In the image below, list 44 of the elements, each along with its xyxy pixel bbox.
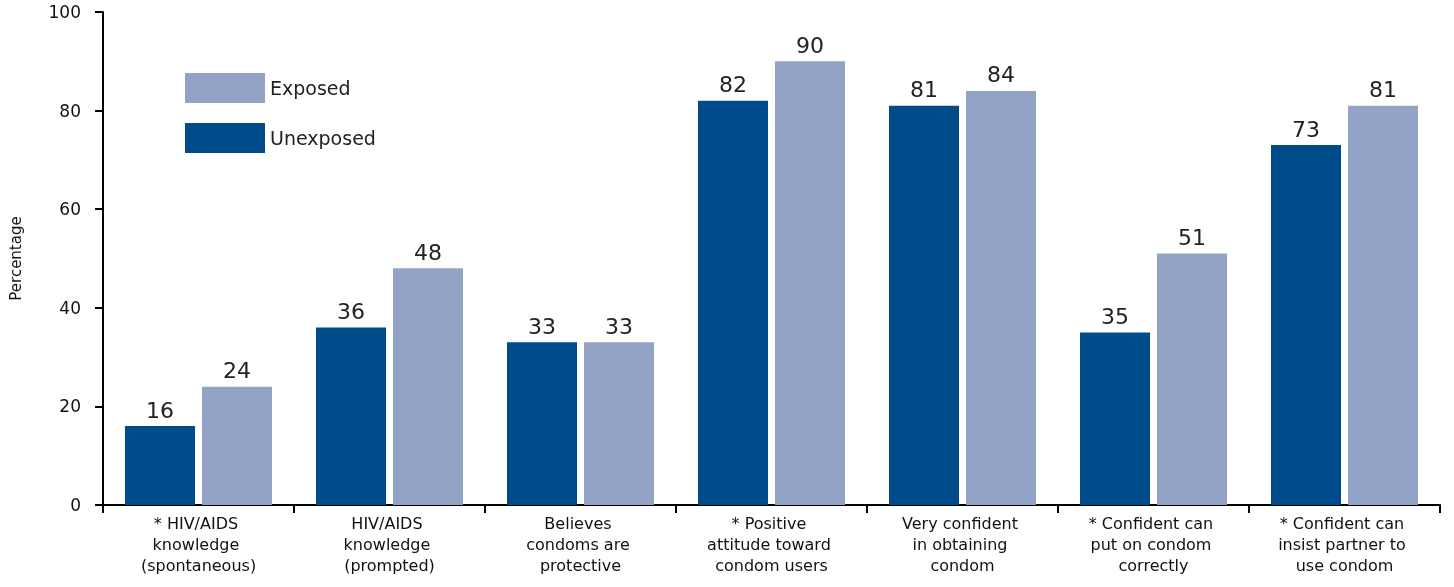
x-tick-label: HIV/AIDS knowledge (prompted): [343, 514, 436, 575]
data-label: 35: [1101, 303, 1129, 329]
data-label: 33: [605, 313, 633, 339]
bar: [125, 426, 195, 505]
y-tick-label: 20: [59, 396, 81, 417]
data-label: 90: [796, 32, 824, 58]
legend-label: Unexposed: [270, 127, 376, 149]
bar: [584, 342, 654, 505]
data-label: 73: [1292, 116, 1320, 142]
bar: [202, 386, 272, 505]
data-label: 33: [528, 313, 556, 339]
x-tick-label: * HIV/AIDS knowledge (spontaneous): [140, 514, 257, 575]
data-label: 82: [719, 72, 747, 98]
bar: [775, 61, 845, 505]
y-tick-label: 60: [59, 199, 81, 220]
legend-label: Exposed: [270, 77, 351, 99]
bar: [1271, 145, 1341, 505]
data-label: 81: [1369, 77, 1397, 103]
y-tick-label: 0: [70, 495, 81, 515]
bar: [889, 105, 959, 505]
data-label: 48: [414, 239, 442, 265]
data-label: 16: [146, 397, 174, 423]
data-label: 24: [223, 358, 251, 384]
bar: [316, 327, 386, 505]
data-label: 84: [987, 62, 1015, 88]
bar: [1080, 332, 1150, 505]
bar: [1157, 253, 1227, 505]
bar: [1348, 105, 1418, 505]
x-tick-label: * Confident can insist partner to use condom: [1278, 514, 1411, 575]
x-tick-label: Believes condoms are protective: [526, 514, 635, 575]
x-tick-label: * Positive attitude toward condom users: [707, 514, 836, 575]
data-label: 51: [1178, 225, 1206, 251]
x-tick-label: Very confident in obtaining condom: [902, 514, 1023, 575]
data-label: 81: [910, 77, 938, 103]
y-axis-title: Percentage: [6, 216, 25, 301]
bar: [698, 100, 768, 505]
data-label: 36: [337, 299, 365, 325]
y-tick-label: 100: [48, 2, 81, 22]
x-tick-label: * Confident can put on condom correctly: [1088, 514, 1219, 575]
y-tick-label: 40: [59, 297, 81, 318]
bar: [393, 268, 463, 505]
bar: [507, 342, 577, 505]
bar: [966, 90, 1036, 505]
y-tick-label: 80: [59, 100, 81, 121]
